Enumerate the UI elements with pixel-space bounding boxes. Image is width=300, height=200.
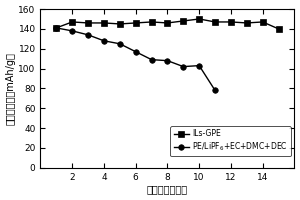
ILs-GPE: [197, 18, 201, 20]
ILs-GPE: [166, 22, 169, 24]
ILs-GPE: [134, 22, 137, 24]
PE/LiPF$_6$+EC+DMC+DEC: [150, 58, 153, 61]
ILs-GPE: [261, 21, 265, 23]
PE/LiPF$_6$+EC+DMC+DEC: [134, 51, 137, 53]
ILs-GPE: [150, 21, 153, 23]
ILs-GPE: [213, 21, 217, 23]
ILs-GPE: [86, 22, 90, 24]
PE/LiPF$_6$+EC+DMC+DEC: [55, 27, 58, 29]
ILs-GPE: [102, 22, 106, 24]
PE/LiPF$_6$+EC+DMC+DEC: [166, 59, 169, 62]
ILs-GPE: [118, 23, 122, 25]
Line: PE/LiPF$_6$+EC+DMC+DEC: PE/LiPF$_6$+EC+DMC+DEC: [53, 25, 218, 93]
ILs-GPE: [277, 28, 281, 30]
Legend: ILs-GPE, PE/LiPF$_6$+EC+DMC+DEC: ILs-GPE, PE/LiPF$_6$+EC+DMC+DEC: [170, 126, 291, 156]
PE/LiPF$_6$+EC+DMC+DEC: [102, 40, 106, 42]
ILs-GPE: [55, 27, 58, 29]
Line: ILs-GPE: ILs-GPE: [53, 16, 281, 32]
ILs-GPE: [229, 21, 233, 23]
ILs-GPE: [245, 22, 249, 24]
PE/LiPF$_6$+EC+DMC+DEC: [86, 34, 90, 36]
PE/LiPF$_6$+EC+DMC+DEC: [197, 64, 201, 67]
X-axis label: 循环次数（次）: 循环次数（次）: [147, 184, 188, 194]
PE/LiPF$_6$+EC+DMC+DEC: [182, 65, 185, 68]
ILs-GPE: [182, 20, 185, 22]
PE/LiPF$_6$+EC+DMC+DEC: [70, 30, 74, 32]
Y-axis label: 放电比容量（mAh/g）: 放电比容量（mAh/g）: [6, 52, 16, 125]
ILs-GPE: [70, 21, 74, 23]
PE/LiPF$_6$+EC+DMC+DEC: [213, 89, 217, 92]
PE/LiPF$_6$+EC+DMC+DEC: [118, 43, 122, 45]
